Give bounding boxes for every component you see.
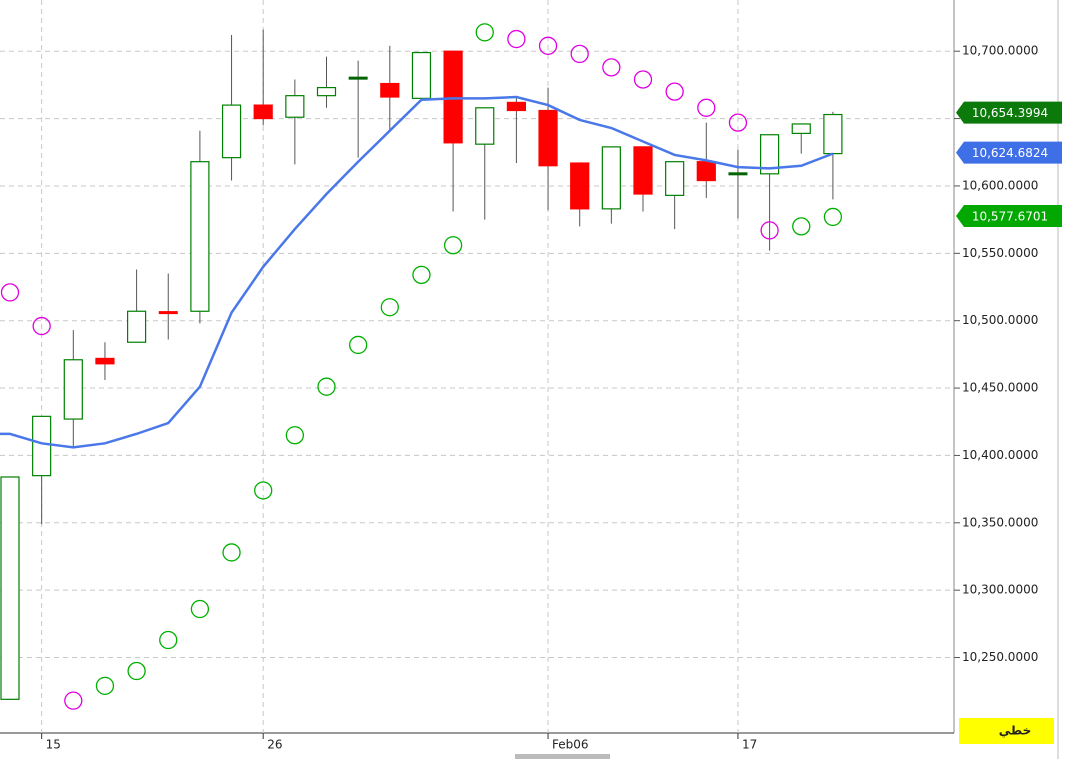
sar-point bbox=[792, 217, 811, 236]
sar-point bbox=[728, 113, 748, 132]
candle-body bbox=[32, 415, 52, 477]
candle-body bbox=[665, 161, 685, 196]
y-tick-label: 10,400.0000 bbox=[962, 448, 1038, 462]
x-tick-label: 26 bbox=[267, 738, 282, 752]
sar-point bbox=[285, 426, 305, 445]
candle-body bbox=[348, 76, 368, 80]
y-tick-label: 10,500.0000 bbox=[962, 313, 1038, 327]
y-tick-label: 10,600.0000 bbox=[962, 178, 1038, 192]
sar-point bbox=[602, 58, 621, 77]
sar-point bbox=[348, 335, 368, 355]
price-tag-label: 10,577.6701 bbox=[972, 210, 1048, 224]
y-tick-label: 10,700.0000 bbox=[962, 44, 1038, 58]
sar-point bbox=[317, 377, 336, 396]
sar-point bbox=[254, 481, 273, 500]
price-tag-label: 10,654.3994 bbox=[972, 106, 1048, 120]
grid bbox=[0, 0, 954, 733]
sar-point bbox=[475, 23, 494, 42]
sar-point bbox=[380, 298, 399, 317]
sar-point bbox=[507, 29, 526, 49]
candle-body bbox=[95, 357, 115, 365]
y-tick-label: 10,250.0000 bbox=[962, 650, 1038, 664]
x-tick-label: 17 bbox=[742, 738, 757, 752]
sar-point bbox=[538, 36, 558, 55]
candle-body bbox=[63, 359, 83, 420]
candle-body bbox=[380, 82, 400, 98]
moving-average bbox=[0, 95, 834, 449]
candle-body bbox=[570, 162, 590, 210]
sar-point bbox=[412, 265, 431, 285]
y-tick-label: 10,350.0000 bbox=[962, 515, 1038, 529]
candle-body bbox=[475, 107, 495, 145]
sar-point bbox=[570, 44, 589, 64]
candle-body bbox=[158, 311, 178, 315]
price-tag-label: 10,624.6824 bbox=[972, 146, 1048, 160]
candle-body bbox=[316, 86, 337, 97]
sar-point bbox=[127, 661, 146, 681]
style-box bbox=[959, 718, 1054, 744]
candle-body bbox=[126, 310, 147, 343]
candle-body bbox=[759, 134, 780, 175]
candle-body bbox=[0, 476, 20, 700]
sar-point bbox=[0, 283, 20, 302]
sar-point bbox=[64, 691, 83, 710]
y-tick-label: 10,450.0000 bbox=[962, 381, 1038, 395]
candle-body bbox=[696, 161, 716, 182]
candle-body bbox=[285, 95, 305, 118]
candle-body bbox=[253, 104, 273, 120]
candle-body bbox=[728, 172, 748, 176]
price-tag bbox=[956, 141, 1062, 164]
sar-point bbox=[190, 599, 210, 619]
sar-point bbox=[443, 236, 463, 255]
candle-body bbox=[506, 101, 526, 112]
sar-point bbox=[697, 98, 716, 117]
price-tag bbox=[956, 101, 1062, 124]
candle-body bbox=[190, 161, 210, 312]
y-tick-label: 10,300.0000 bbox=[962, 583, 1038, 597]
candle-body bbox=[823, 113, 843, 155]
x-tick-label: 15 bbox=[46, 738, 61, 752]
sar-point bbox=[665, 82, 684, 101]
candle-body bbox=[791, 123, 811, 134]
y-tick-label: 10,550.0000 bbox=[962, 246, 1038, 260]
sar-point bbox=[32, 316, 51, 336]
candle-body bbox=[601, 146, 621, 210]
sar-point bbox=[760, 221, 779, 240]
sar-point bbox=[222, 543, 241, 562]
price-tag bbox=[956, 205, 1062, 228]
candle-body bbox=[411, 51, 432, 99]
sar-point bbox=[159, 630, 178, 650]
style-label: خطي bbox=[999, 724, 1031, 738]
candle-body bbox=[221, 104, 242, 159]
x-tick-label: Feb06 bbox=[552, 738, 589, 752]
sar-point bbox=[633, 70, 653, 89]
sar-point bbox=[823, 207, 843, 227]
candle-body bbox=[538, 109, 558, 167]
scrollbar bbox=[515, 754, 610, 759]
sar-point bbox=[95, 676, 115, 695]
candle-body bbox=[443, 50, 463, 144]
candle-body bbox=[633, 146, 653, 195]
